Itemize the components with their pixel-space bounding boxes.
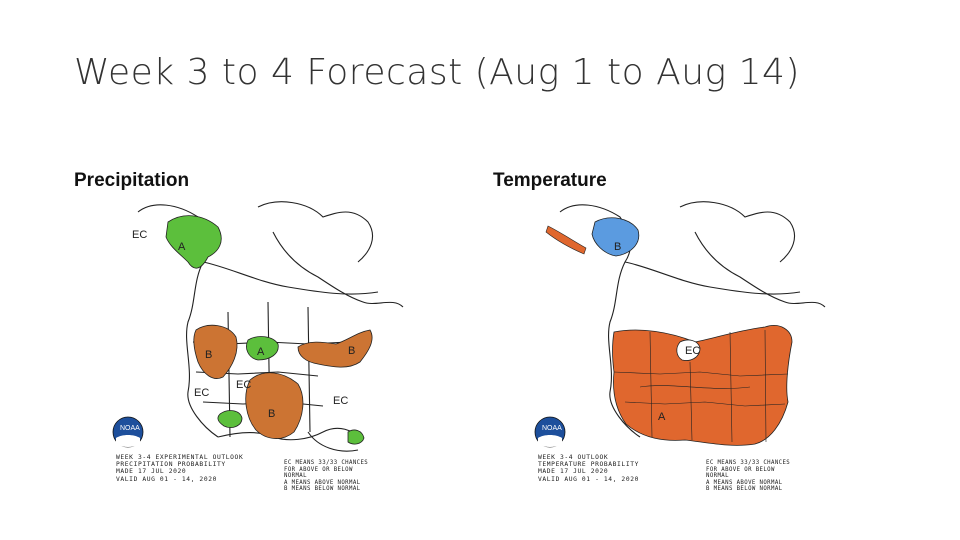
precip-florida-above-region [347,429,365,445]
precip-west-below-region [193,324,238,379]
temp-ec-hole-region [676,339,701,361]
precip-a-label-2: A [257,346,265,358]
precip-central-above-region [246,336,279,361]
noaa-logo-text: NOAA [542,425,562,432]
temperature-caption: WEEK 3-4 OUTLOOK TEMPERATURE PROBABILITY… [538,454,639,483]
temperature-label: Temperature [493,170,607,191]
precipitation-label: Precipitation [74,170,190,191]
precip-ec-label-2: EC [236,379,251,391]
noaa-logo-text: NOAA [120,425,140,432]
temperature-map: EC A B NOAA WEEK 3-4 OUTLOOK TEMPERATURE… [530,192,830,492]
temp-coastlines [559,201,826,438]
noaa-logo-icon: NOAA [112,416,144,448]
precip-b-label-3: B [348,345,355,357]
temp-state-lines [613,329,789,443]
precip-northeast-below-region [297,329,373,368]
precip-coastlines [137,201,404,452]
temp-aleutian-above-region [545,225,587,255]
precip-alaska-above-region [165,215,222,269]
precip-ec-label-1: EC [132,229,147,241]
precip-southwest-above-region [217,410,243,428]
precip-ec-label-4: EC [333,395,348,407]
precipitation-legend: EC MEANS 33/33 CHANCES FOR ABOVE OR BELO… [284,460,369,493]
precip-south-below-region [245,372,304,439]
precip-b-label-2: B [268,408,275,420]
temp-ec-label: EC [685,345,700,357]
precip-ec-label-3: EC [194,387,209,399]
temp-alaska-below-region [591,217,640,257]
precip-a-label-1: A [178,241,186,253]
precip-b-label-1: B [205,349,212,361]
slide-title: Week 3 to 4 Forecast (Aug 1 to Aug 14) [74,52,800,93]
temperature-legend: EC MEANS 33/33 CHANCES FOR ABOVE OR BELO… [706,460,791,493]
noaa-logo-icon: NOAA [534,416,566,448]
temp-a-label: A [658,411,666,423]
precipitation-map: EC A B A EC EC B EC B NOAA WEEK 3-4 EXPE… [108,192,408,492]
temp-conus-above-region [612,325,793,446]
precipitation-caption: WEEK 3-4 EXPERIMENTAL OUTLOOK PRECIPITAT… [116,454,244,483]
temp-b-label: B [614,241,621,253]
